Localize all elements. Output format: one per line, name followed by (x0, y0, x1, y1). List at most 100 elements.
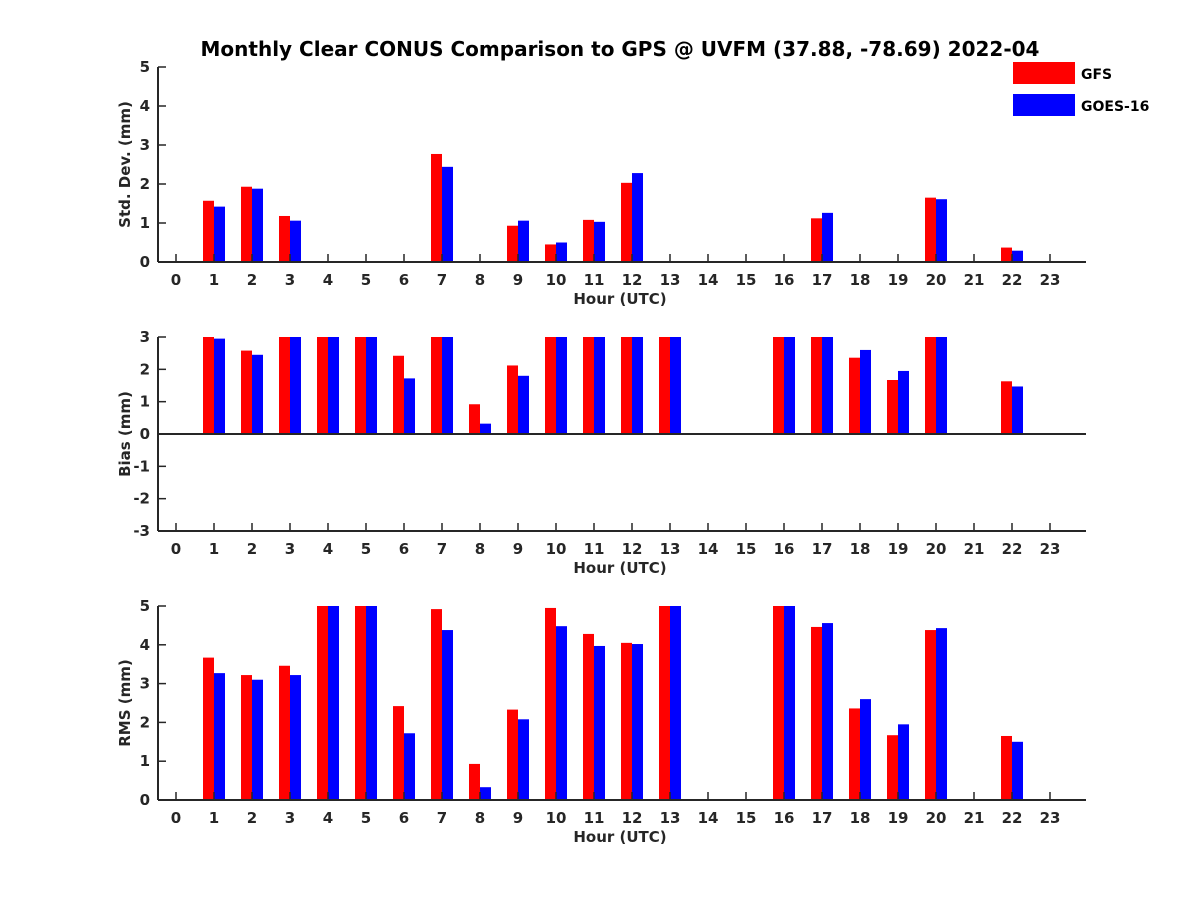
x-tick-label: 14 (698, 809, 719, 827)
bar-gfs-hour-19 (887, 735, 898, 800)
bar-gfs-hour-17 (811, 626, 822, 800)
y-tick-label: 4 (140, 97, 150, 115)
bar-goes16-hour-11 (594, 337, 605, 434)
x-tick-label: 22 (1002, 540, 1023, 558)
x-tick-label: 12 (622, 271, 643, 289)
x-tick-label: 9 (513, 271, 523, 289)
bar-gfs-hour-16 (773, 606, 784, 800)
bar-goes16-hour-10 (556, 626, 567, 800)
y-tick-label: 2 (140, 175, 150, 193)
bar-gfs-hour-22 (1001, 247, 1012, 262)
bar-goes16-hour-16 (784, 337, 795, 434)
x-tick-label: 18 (850, 540, 871, 558)
bar-goes16-hour-20 (936, 337, 947, 434)
y-tick-label: 2 (140, 360, 150, 378)
bar-goes16-hour-10 (556, 242, 567, 262)
x-tick-label: 3 (285, 540, 295, 558)
x-tick-label: 1 (209, 540, 219, 558)
bar-goes16-hour-18 (860, 349, 871, 434)
bar-goes16-hour-22 (1012, 386, 1023, 434)
x-tick-label: 9 (513, 540, 523, 558)
bar-goes16-hour-19 (898, 724, 909, 800)
x-tick-label: 5 (361, 809, 371, 827)
y-tick-label: 3 (140, 328, 150, 346)
x-tick-label: 23 (1040, 540, 1061, 558)
legend-swatch-goes16 (1013, 94, 1075, 116)
bar-gfs-hour-1 (203, 337, 214, 434)
bar-goes16-hour-22 (1012, 741, 1023, 800)
x-tick-label: 7 (437, 271, 447, 289)
x-tick-label: 4 (323, 271, 333, 289)
x-tick-label: 15 (736, 271, 757, 289)
bar-goes16-hour-8 (480, 423, 491, 434)
bar-goes16-hour-3 (290, 337, 301, 434)
bar-goes16-hour-1 (214, 338, 225, 434)
bar-gfs-hour-12 (621, 182, 632, 262)
x-tick-label: 6 (399, 540, 409, 558)
x-tick-label: 9 (513, 809, 523, 827)
bar-gfs-hour-9 (507, 365, 518, 434)
bar-gfs-hour-3 (279, 665, 290, 800)
x-tick-label: 18 (850, 809, 871, 827)
x-tick-label: 17 (812, 540, 833, 558)
bar-gfs-hour-3 (279, 215, 290, 262)
x-tick-label: 23 (1040, 271, 1061, 289)
x-tick-label: 15 (736, 540, 757, 558)
legend-label-gfs: GFS (1081, 67, 1112, 83)
x-tick-label: 2 (247, 540, 257, 558)
x-tick-label: 19 (888, 271, 909, 289)
bar-gfs-hour-13 (659, 606, 670, 800)
x-axis-label: Hour (UTC) (573, 828, 666, 846)
x-tick-label: 20 (926, 809, 947, 827)
bar-goes16-hour-4 (328, 606, 339, 800)
bar-goes16-hour-12 (632, 173, 643, 262)
bar-goes16-hour-12 (632, 644, 643, 800)
x-tick-label: 3 (285, 271, 295, 289)
x-tick-label: 13 (660, 540, 681, 558)
y-tick-label: 5 (140, 597, 150, 615)
bar-gfs-hour-12 (621, 337, 632, 434)
y-tick-label: -1 (133, 457, 150, 475)
bar-goes16-hour-1 (214, 206, 225, 262)
x-tick-label: 0 (171, 540, 181, 558)
y-tick-label: 1 (140, 752, 150, 770)
bar-gfs-hour-18 (849, 708, 860, 800)
y-axis-label: Std. Dev. (mm) (116, 101, 134, 228)
x-tick-label: 6 (399, 809, 409, 827)
y-tick-label: 0 (140, 253, 150, 271)
bar-gfs-hour-11 (583, 337, 594, 434)
bar-gfs-hour-20 (925, 337, 936, 434)
x-tick-label: 22 (1002, 271, 1023, 289)
x-tick-label: 6 (399, 271, 409, 289)
bar-gfs-hour-12 (621, 642, 632, 800)
bar-gfs-hour-2 (241, 675, 252, 800)
bar-gfs-hour-8 (469, 404, 480, 434)
x-tick-label: 16 (774, 271, 795, 289)
bar-goes16-hour-6 (404, 733, 415, 800)
bar-gfs-hour-20 (925, 197, 936, 262)
bar-goes16-hour-7 (442, 630, 453, 800)
x-tick-label: 20 (926, 271, 947, 289)
y-tick-label: 1 (140, 214, 150, 232)
x-tick-label: 18 (850, 271, 871, 289)
bar-goes16-hour-17 (822, 212, 833, 262)
bar-gfs-hour-9 (507, 225, 518, 262)
bar-gfs-hour-3 (279, 337, 290, 434)
chart-title: Monthly Clear CONUS Comparison to GPS @ … (201, 37, 1040, 61)
x-tick-label: 17 (812, 271, 833, 289)
y-tick-label: 4 (140, 636, 150, 654)
x-tick-label: 21 (964, 809, 985, 827)
y-tick-label: 3 (140, 675, 150, 693)
bar-goes16-hour-3 (290, 675, 301, 800)
x-tick-label: 8 (475, 809, 485, 827)
bar-gfs-hour-11 (583, 219, 594, 262)
bar-gfs-hour-13 (659, 337, 670, 434)
legend-swatch-gfs (1013, 62, 1075, 84)
bar-gfs-hour-6 (393, 355, 404, 434)
y-tick-label: -2 (133, 490, 150, 508)
bar-gfs-hour-19 (887, 380, 898, 434)
bar-goes16-hour-12 (632, 337, 643, 434)
